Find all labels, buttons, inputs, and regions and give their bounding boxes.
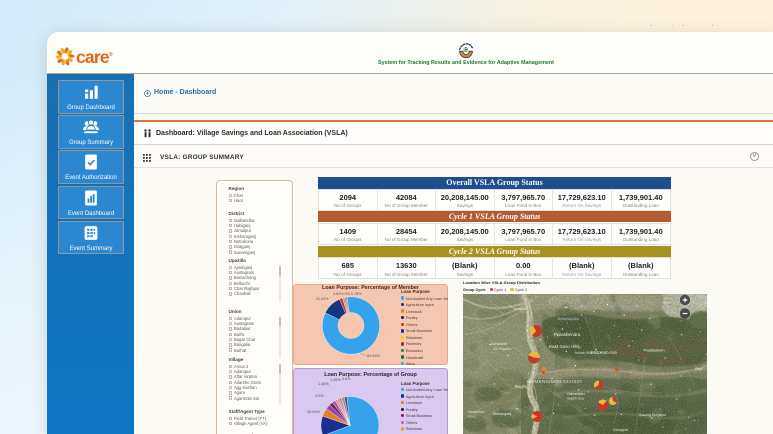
svg-text:Thadlaskein: Thadlaskein — [643, 348, 665, 353]
svg-text:Guchh Gra: Guchh Gra — [567, 397, 584, 401]
svg-text:MYMENSINGH DIVISIO: MYMENSINGH DIVISIO — [527, 379, 582, 384]
svg-text:Gamaritakn: Gamaritakn — [567, 392, 585, 396]
svg-text:Sariakandi: Sariakandi — [491, 342, 507, 346]
svg-text:Nokrek Hills: Nokrek Hills — [575, 351, 592, 355]
svg-text:Ma Raypula: Ma Raypula — [493, 347, 511, 351]
svg-text:Parasbenara: Parasbenara — [554, 332, 581, 337]
svg-text:Haluaghat: Haluaghat — [613, 428, 628, 432]
svg-text:Susang Durgapur: Susang Durgapur — [639, 413, 667, 417]
svg-text:East Garo Hills: East Garo Hills — [549, 344, 580, 349]
svg-text:Maulkanda: Maulkanda — [468, 410, 484, 414]
svg-text:Chor: Chor — [695, 367, 703, 371]
svg-text:Mizoram Are: Mizoram Are — [591, 350, 617, 355]
svg-text:Brahmaputra: Brahmaputra — [558, 317, 579, 321]
svg-text:Mohanganj: Mohanganj — [493, 412, 511, 416]
svg-text:Kurigram: Kurigram — [513, 307, 527, 311]
svg-text:PN G: PN G — [468, 415, 476, 419]
svg-text:Bogra: Bogra — [515, 384, 527, 389]
